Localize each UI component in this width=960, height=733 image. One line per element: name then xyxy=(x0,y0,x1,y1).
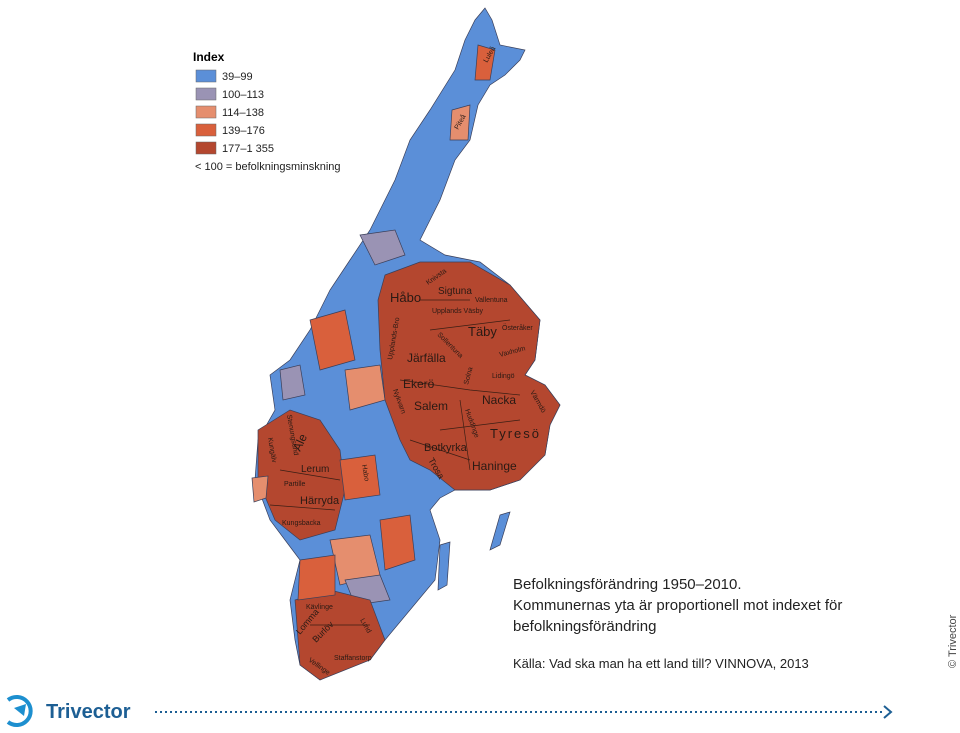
region xyxy=(309,309,356,371)
logo-icon xyxy=(14,704,26,716)
copyright: © Trivector xyxy=(947,614,959,668)
region xyxy=(359,229,406,266)
logo-icon xyxy=(6,695,33,727)
map-label: Vallentuna xyxy=(475,297,508,304)
map-label: Haninge xyxy=(472,459,517,473)
legend-label: 139–176 xyxy=(222,125,265,137)
legend-swatch xyxy=(195,141,217,155)
map-label: Järfälla xyxy=(407,351,446,365)
map-label: Kungsbacka xyxy=(282,520,321,527)
legend-title: Index xyxy=(193,50,225,64)
legend-swatch xyxy=(195,123,217,137)
legend-label: 39–99 xyxy=(222,71,253,83)
map-label: Botkyrka xyxy=(424,442,468,454)
logo: Trivector xyxy=(6,695,131,727)
map-label: Tyresö xyxy=(490,426,541,441)
region xyxy=(379,514,416,571)
map-label: Härryda xyxy=(300,495,340,507)
map-label: Lidingö xyxy=(492,373,515,380)
caption-line: Kommunernas yta är proportionell mot ind… xyxy=(513,597,842,614)
region xyxy=(339,454,381,501)
legend-note: < 100 = befolkningsminskning xyxy=(195,161,341,173)
legend-swatch xyxy=(195,87,217,101)
island xyxy=(251,475,269,503)
map-label: Kungälv xyxy=(266,437,277,464)
map-label: Håbo xyxy=(390,290,421,305)
map-label: Täby xyxy=(468,324,497,339)
map-label: Kävlinge xyxy=(306,604,333,611)
region xyxy=(474,44,496,81)
map-label: Staffanstorp xyxy=(334,655,372,662)
logo-text: Trivector xyxy=(46,701,131,723)
map-label: Partille xyxy=(284,481,306,488)
caption-source: Källa: Vad ska man ha ett land till? VIN… xyxy=(513,656,809,671)
map-label: Habo xyxy=(360,464,370,482)
footer-arrow xyxy=(883,705,893,719)
map-label: Solna xyxy=(463,366,474,385)
map-label: Österåker xyxy=(502,324,533,332)
map-label: Upplands Väsby xyxy=(432,308,483,315)
island xyxy=(489,511,511,551)
legend-label: 177–1 355 xyxy=(222,143,274,155)
map-label: Sigtuna xyxy=(438,286,472,297)
cartogram xyxy=(251,7,561,681)
legend: Index < 100 = befolkningsminskning 39–99… xyxy=(193,50,341,173)
gothenburg-region xyxy=(257,409,346,541)
caption-line: Befolkningsförändring 1950–2010. xyxy=(513,576,742,593)
map-label: Lerum xyxy=(301,464,329,475)
map-label: Ale xyxy=(290,431,310,453)
legend-label: 114–138 xyxy=(222,107,264,119)
legend-swatch xyxy=(195,69,217,83)
map-label: Nacka xyxy=(482,393,516,407)
map-label: Ekerö xyxy=(403,377,435,391)
caption-line: befolkningsförändring xyxy=(513,618,656,635)
legend-label: 100–113 xyxy=(222,89,264,101)
region xyxy=(449,104,471,141)
region xyxy=(297,554,336,601)
region xyxy=(279,364,306,401)
borders xyxy=(269,299,521,626)
island xyxy=(437,541,451,591)
stockholm-region xyxy=(377,261,561,491)
skane-region xyxy=(294,589,386,681)
legend-swatch xyxy=(195,105,217,119)
map-label: Salem xyxy=(414,399,448,413)
